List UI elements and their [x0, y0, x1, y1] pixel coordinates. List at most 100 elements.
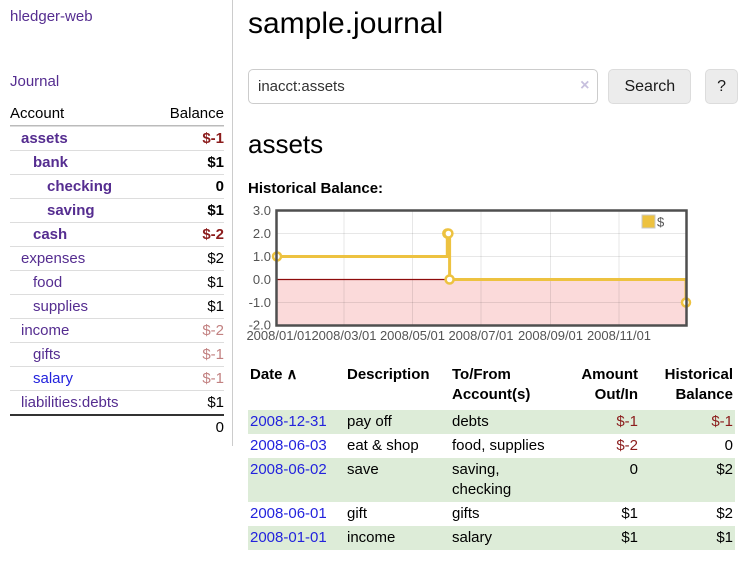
transaction-description: income — [347, 529, 396, 546]
sidebar: hledger-web Journal Account Balance asse… — [0, 0, 233, 446]
account-row-gifts: gifts $-1 — [10, 342, 224, 366]
account-row-cash: cash $-2 — [10, 222, 224, 246]
search-input[interactable] — [248, 69, 599, 104]
account-balance: $1 — [207, 298, 224, 315]
chart-title: Historical Balance: — [248, 180, 384, 197]
account-row-saving: saving $1 — [10, 198, 224, 222]
transaction-accounts: debts — [452, 413, 489, 430]
account-row-assets: assets $-1 — [10, 126, 224, 150]
transaction-description: pay off — [347, 413, 392, 430]
transaction-row: 2008-06-01 gift gifts $1 $2 — [248, 502, 735, 526]
description-column-header: Description — [347, 366, 430, 383]
register-header-row: Date ∧ Description To/From Account(s) Amou… — [248, 365, 735, 410]
search-button[interactable]: Search — [608, 69, 692, 104]
accounts-total-row: 0 — [10, 414, 224, 438]
transaction-date-link[interactable]: 2008-01-01 — [250, 529, 327, 546]
account-row-checking: checking 0 — [10, 174, 224, 198]
y-tick-label: 0.0 — [253, 272, 271, 287]
account-link-expenses[interactable]: expenses — [21, 250, 86, 267]
account-link-saving[interactable]: saving — [47, 202, 95, 219]
account-link-supplies[interactable]: supplies — [33, 298, 89, 315]
account-row-food: food $1 — [10, 270, 224, 294]
transaction-row: 2008-06-03 eat & shop food, supplies $-2… — [248, 434, 735, 458]
transaction-accounts: gifts — [452, 505, 480, 522]
account-row-liabilities-debts: liabilities:debts $1 — [10, 390, 224, 414]
transaction-amount: $-2 — [616, 437, 638, 454]
transaction-balance: $2 — [716, 505, 733, 522]
series-marker — [444, 274, 455, 285]
date-column-header[interactable]: Date ∧ — [250, 366, 298, 383]
account-link-salary[interactable]: salary — [33, 370, 74, 387]
account-link-cash[interactable]: cash — [33, 226, 68, 243]
transaction-description: eat & shop — [347, 437, 419, 454]
account-balance: $-1 — [202, 346, 224, 363]
account-balance: $1 — [207, 394, 224, 411]
transaction-row: 2008-06-02 save saving, checking 0 $2 — [248, 458, 735, 502]
account-table-header: Account Balance — [10, 102, 224, 126]
account-balance: $2 — [207, 250, 224, 267]
search-input-wrap: × — [248, 69, 599, 104]
transaction-date-link[interactable]: 2008-12-31 — [250, 413, 327, 430]
transaction-row: 2008-01-01 income salary $1 $1 — [248, 526, 735, 550]
app-title-link[interactable]: hledger-web — [10, 8, 93, 25]
x-tick-label: 2008/11/01 — [587, 328, 651, 343]
account-link-gifts[interactable]: gifts — [33, 346, 61, 363]
account-link-assets[interactable]: assets — [21, 130, 68, 147]
account-balance: $-1 — [202, 370, 224, 387]
legend-swatch-icon — [641, 214, 656, 229]
transaction-amount: $1 — [621, 529, 638, 546]
account-link-food[interactable]: food — [33, 274, 63, 291]
transaction-amount: $1 — [621, 505, 638, 522]
transaction-accounts: saving, checking — [452, 461, 512, 498]
amount-column-header: Amount Out/In — [581, 366, 638, 403]
transaction-balance: 0 — [724, 437, 733, 454]
y-tick-label: -2.0 — [249, 318, 271, 333]
account-row-salary: salary $-1 — [10, 366, 224, 390]
transaction-row: 2008-12-31 pay off debts $-1 $-1 — [248, 410, 735, 434]
x-axis-tick-labels: 2008/01/01 2008/03/01 2008/05/01 2008/07… — [246, 328, 651, 343]
account-row-expenses: expenses $2 — [10, 246, 224, 270]
x-tick-label: 2008/05/01 — [380, 328, 445, 343]
account-balance: $1 — [207, 154, 224, 171]
transaction-balance: $2 — [716, 461, 733, 478]
x-tick-label: 2008/03/01 — [311, 328, 376, 343]
account-balance: $-2 — [202, 226, 224, 243]
account-balance-table: Account Balance assets $-1 bank $1 check… — [10, 102, 224, 438]
transaction-date-link[interactable]: 2008-06-02 — [250, 461, 327, 478]
page-title: sample.journal — [248, 7, 444, 40]
clear-icon[interactable]: × — [580, 77, 590, 94]
historical-balance-chart: $ 3.0 2.0 1.0 0.0 -1.0 -2.0 2008/01/01 2… — [246, 206, 692, 343]
transaction-amount: $-1 — [616, 413, 638, 430]
x-tick-label: 2008/09/01 — [518, 328, 583, 343]
legend-label: $ — [657, 215, 665, 230]
transaction-description: gift — [347, 505, 368, 522]
y-tick-label: 2.0 — [253, 226, 271, 241]
transaction-amount: 0 — [629, 461, 638, 478]
account-column-header: Account — [10, 105, 65, 122]
y-tick-label: 3.0 — [253, 206, 271, 218]
account-link-liabilities-debts[interactable]: liabilities:debts — [21, 394, 119, 411]
y-tick-label: -1.0 — [249, 295, 271, 310]
transaction-date-link[interactable]: 2008-06-03 — [250, 437, 327, 454]
search-form: × Search ? — [248, 69, 738, 104]
y-tick-label: 1.0 — [253, 249, 271, 264]
help-button[interactable]: ? — [705, 69, 738, 104]
transaction-balance: $-1 — [711, 413, 733, 430]
transaction-balance: $1 — [716, 529, 733, 546]
chart-border — [275, 209, 688, 327]
balance-column-header: Balance — [169, 105, 224, 122]
account-link-income[interactable]: income — [21, 322, 70, 339]
account-link-checking[interactable]: checking — [47, 178, 113, 195]
account-balance: $1 — [207, 274, 224, 291]
transaction-date-link[interactable]: 2008-06-01 — [250, 505, 327, 522]
account-balance: $-2 — [202, 322, 224, 339]
transaction-description: save — [347, 461, 379, 478]
account-balance: $-1 — [202, 130, 224, 147]
x-tick-label: 2008/07/01 — [448, 328, 513, 343]
account-link-bank[interactable]: bank — [33, 154, 69, 171]
accounts-column-header: To/From Account(s) — [452, 366, 531, 403]
sidebar-item-journal[interactable]: Journal — [10, 73, 60, 90]
account-row-income: income $-2 — [10, 318, 224, 342]
negative-region — [277, 279, 686, 325]
accounts-total-value: 0 — [215, 418, 224, 436]
